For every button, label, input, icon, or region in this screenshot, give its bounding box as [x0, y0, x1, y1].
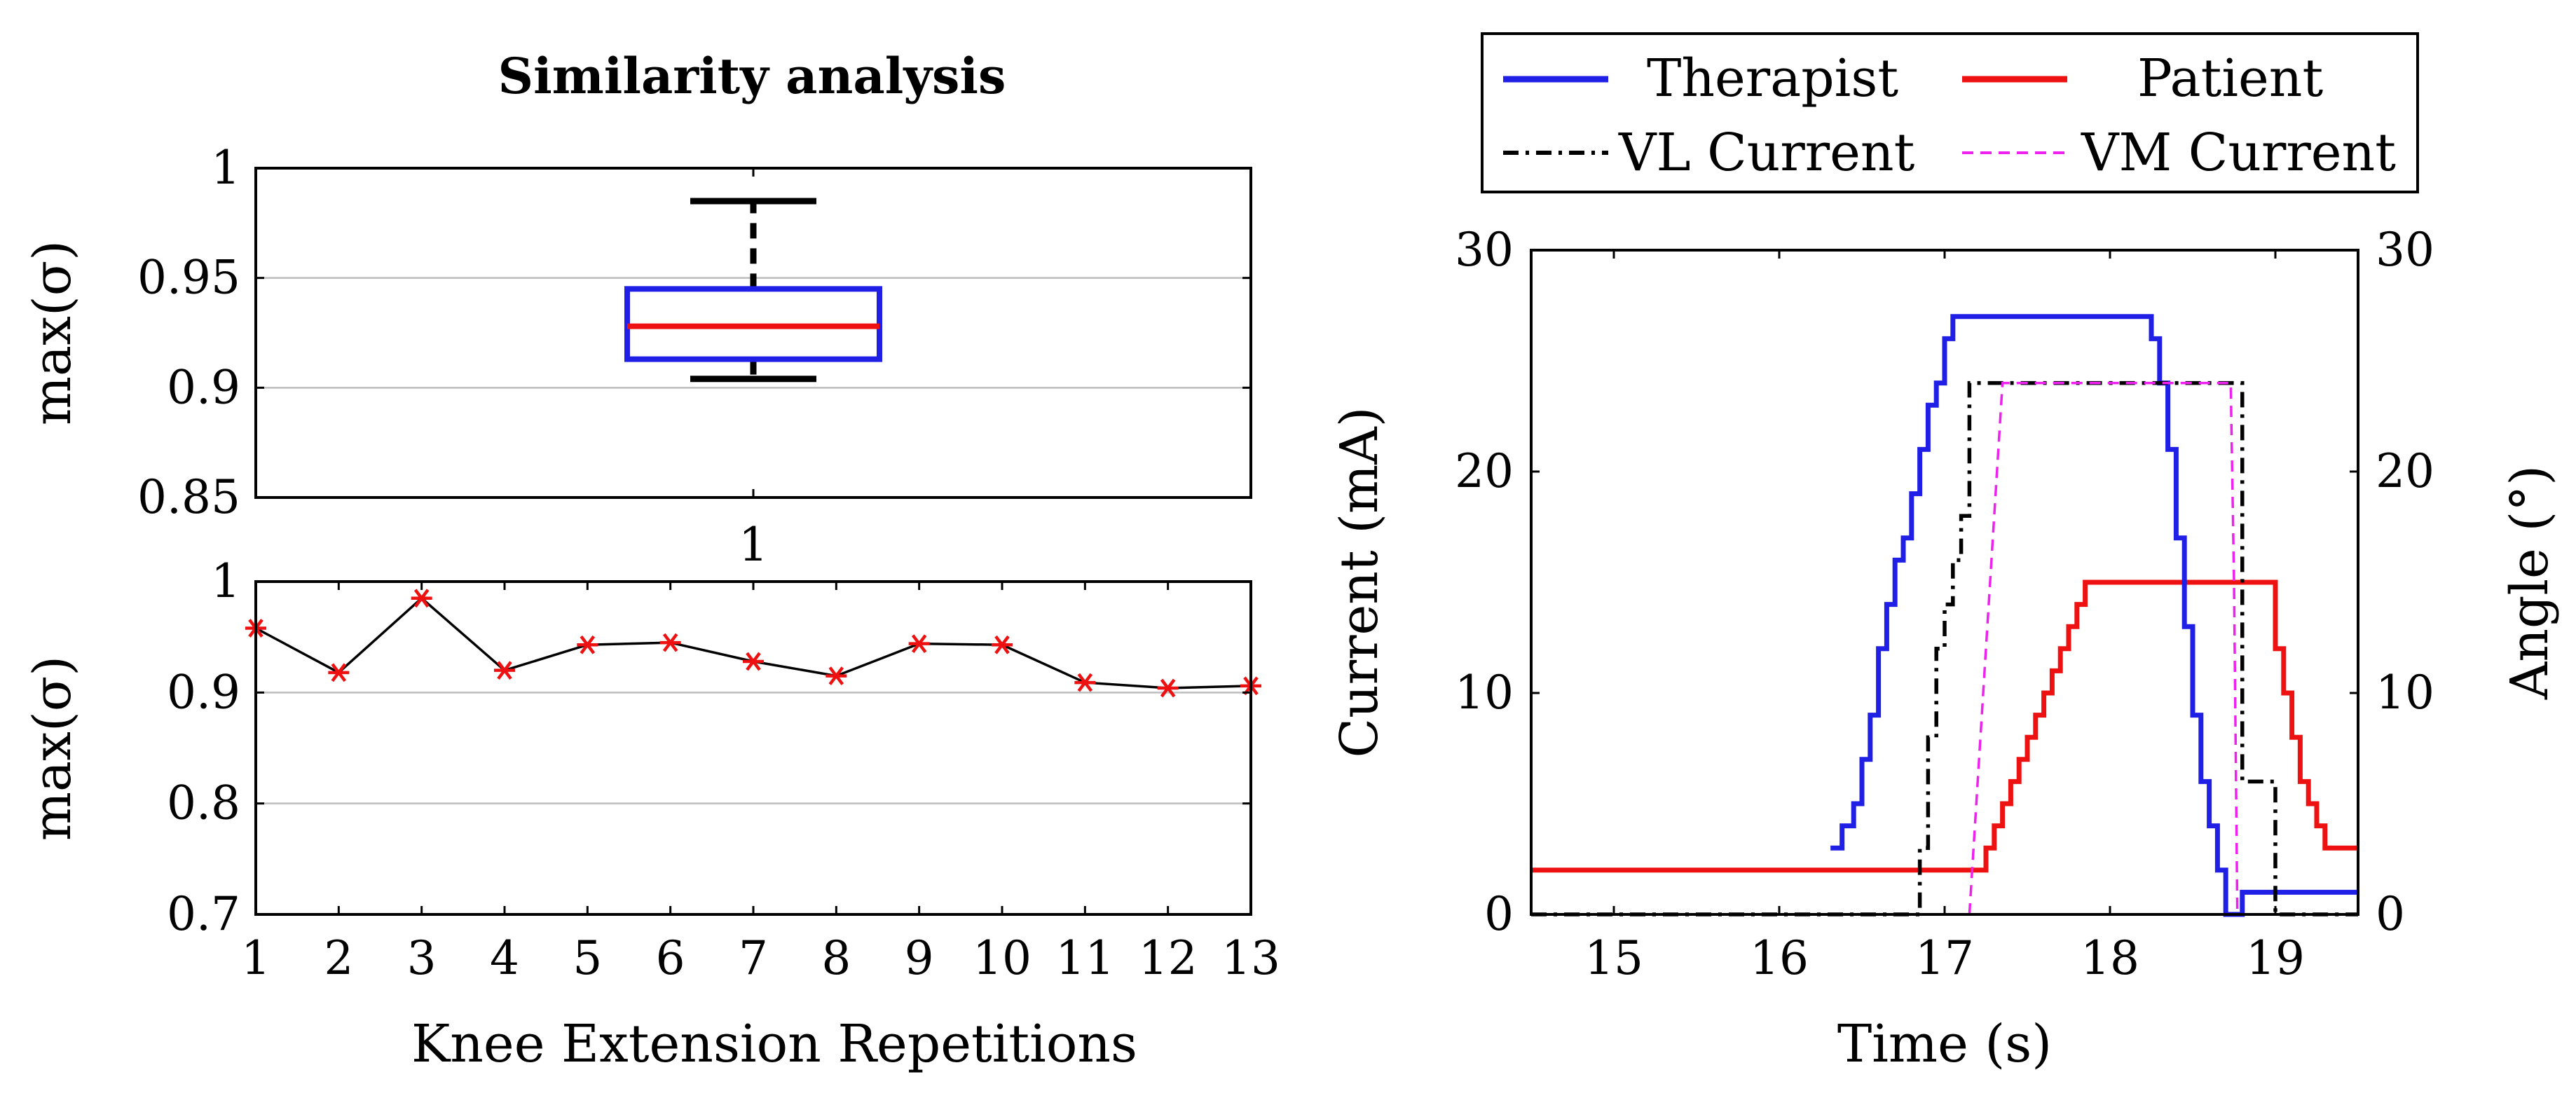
legend-label-therapist: Therapist: [1647, 48, 1898, 109]
boxplot-y-ticks: 0.85 0.9 0.95 1: [137, 141, 1251, 524]
timeseries-y2-tick-label: 20: [2376, 444, 2434, 498]
repetitions-x-tick-label: 3: [407, 931, 437, 985]
boxplot-box-group: [624, 198, 882, 383]
boxplot-y-tick-label: 0.9: [167, 360, 240, 414]
legend: Therapist Patient VL Current VM Current: [1481, 32, 2419, 193]
repetitions-line: [255, 596, 1252, 689]
vl-current-series: [1531, 380, 2358, 917]
therapist-series: [1830, 314, 2358, 917]
boxplot-y-tick-label: 1: [211, 141, 240, 195]
vm-current-series: [1968, 381, 2239, 915]
timeseries-x-tick-label: 16: [1750, 931, 1809, 985]
repetitions-marker: [411, 589, 432, 608]
timeseries-y2-tick-label: 30: [2376, 223, 2434, 277]
timeseries-left-y-ticks: 0 10 20 30: [1455, 223, 1540, 941]
repetitions-x-tick-label: 12: [1139, 931, 1198, 985]
repetitions-frame: [254, 580, 1252, 916]
repetitions-panel: 0.70.80.91 1 2 3 4 5 6 7 8 9 10 11 12 13 Knee Extens…: [22, 554, 1280, 1074]
repetitions-marker: [992, 635, 1013, 654]
repetitions-x-tick-label: 13: [1221, 931, 1280, 985]
legend-box: [1481, 32, 2419, 193]
repetitions-x-tick-label: 5: [573, 931, 602, 985]
legend-label-vm-current: VM Current: [2081, 123, 2396, 183]
boxplot-y-tick-label: 0.85: [137, 470, 240, 524]
repetitions-grid: [256, 692, 1251, 804]
boxplot-title: Similarity analysis: [498, 47, 1006, 105]
boxplot-y-axis-label: max(σ): [22, 240, 83, 425]
timeseries-y2-tick-label: 0: [2376, 887, 2405, 941]
repetitions-x-tick-label: 10: [973, 931, 1032, 985]
repetitions-y-tick-label: 1: [211, 554, 240, 608]
legend-label-patient: Patient: [2137, 48, 2323, 109]
timeseries-y-tick-label: 20: [1455, 444, 1514, 498]
boxplot-panel: Similarity analysis 0.85 0.9 0.95 1 1 max(σ…: [22, 47, 1252, 572]
repetitions-x-tick-label: 11: [1055, 931, 1114, 985]
legend-label-vl-current: VL Current: [1618, 123, 1915, 183]
timeseries-y2-axis-label: Angle (°): [2500, 465, 2560, 700]
repetitions-marker-stroke: [580, 635, 596, 654]
repetitions-x-tick-label: 2: [324, 931, 353, 985]
repetitions-x-tick-label: 1: [241, 931, 270, 985]
boxplot-x-tick-label: 1: [739, 518, 768, 572]
repetitions-y-tick-label: 0.7: [167, 887, 240, 941]
repetitions-marker-stroke: [497, 661, 512, 680]
timeseries-panel: Therapist Patient VL Current VM Current …: [1329, 32, 2560, 1074]
repetitions-y-ticks: 0.7 0.8 0.9 1: [167, 554, 1251, 941]
repetitions-y-axis-label: max(σ): [22, 656, 83, 841]
repetitions-marker: [328, 663, 350, 682]
timeseries-y2-tick-label: 10: [2376, 666, 2434, 720]
repetitions-marker: [494, 661, 515, 680]
repetitions-marker-stroke: [1160, 678, 1176, 698]
repetitions-marker-stroke: [994, 635, 1010, 654]
timeseries-right-y-ticks: 0 10 20 30: [2350, 223, 2434, 941]
timeseries-x-tick-label: 17: [1915, 931, 1974, 985]
repetitions-x-axis-label: Knee Extension Repetitions: [411, 1014, 1137, 1074]
timeseries-y-axis-label: Current (mA): [1329, 406, 1390, 757]
boxplot-y-tick-label: 0.95: [137, 251, 240, 305]
repetitions-x-tick-label: 8: [821, 931, 851, 985]
repetitions-x-tick-label: 6: [656, 931, 685, 985]
repetitions-x-tick-label: 4: [490, 931, 519, 985]
patient-series: [1531, 579, 2358, 873]
repetitions-x-tick-label: 7: [739, 931, 768, 985]
timeseries-y-tick-label: 30: [1455, 223, 1514, 277]
timeseries-y-tick-label: 0: [1484, 887, 1514, 941]
timeseries-x-axis-label: Time (s): [1837, 1014, 2052, 1074]
timeseries-x-tick-label: 19: [2246, 931, 2305, 985]
repetitions-marker-stroke: [1077, 673, 1093, 692]
timeseries-x-tick-label: 15: [1584, 931, 1643, 985]
repetitions-marker: [659, 633, 681, 652]
repetitions-marker-stroke: [911, 634, 927, 654]
repetitions-x-tick-label: 9: [905, 931, 934, 985]
repetitions-marker-stroke: [828, 666, 844, 685]
repetitions-marker: [1157, 678, 1179, 698]
timeseries-x-ticks: 15 16 17 18 19: [1584, 250, 2305, 985]
repetitions-marker-stroke: [746, 652, 761, 671]
timeseries-x-tick-label: 18: [2081, 931, 2139, 985]
repetitions-y-tick-label: 0.9: [167, 665, 240, 719]
repetitions-series-group: [245, 589, 1261, 698]
repetitions-marker-stroke: [662, 633, 678, 652]
repetitions-x-ticks: 1 2 3 4 5 6 7 8 9 10 11 12 13: [241, 582, 1280, 985]
repetitions-marker: [743, 652, 764, 671]
repetitions-marker-stroke: [413, 589, 430, 608]
repetitions-marker: [825, 666, 847, 685]
timeseries-series-group: [1531, 314, 2358, 917]
repetitions-marker: [1074, 673, 1096, 692]
repetitions-marker: [577, 635, 598, 654]
repetitions-y-tick-label: 0.8: [167, 776, 240, 830]
timeseries-y-tick-label: 10: [1455, 666, 1514, 720]
repetitions-marker: [908, 634, 930, 654]
repetitions-marker-stroke: [331, 663, 347, 682]
